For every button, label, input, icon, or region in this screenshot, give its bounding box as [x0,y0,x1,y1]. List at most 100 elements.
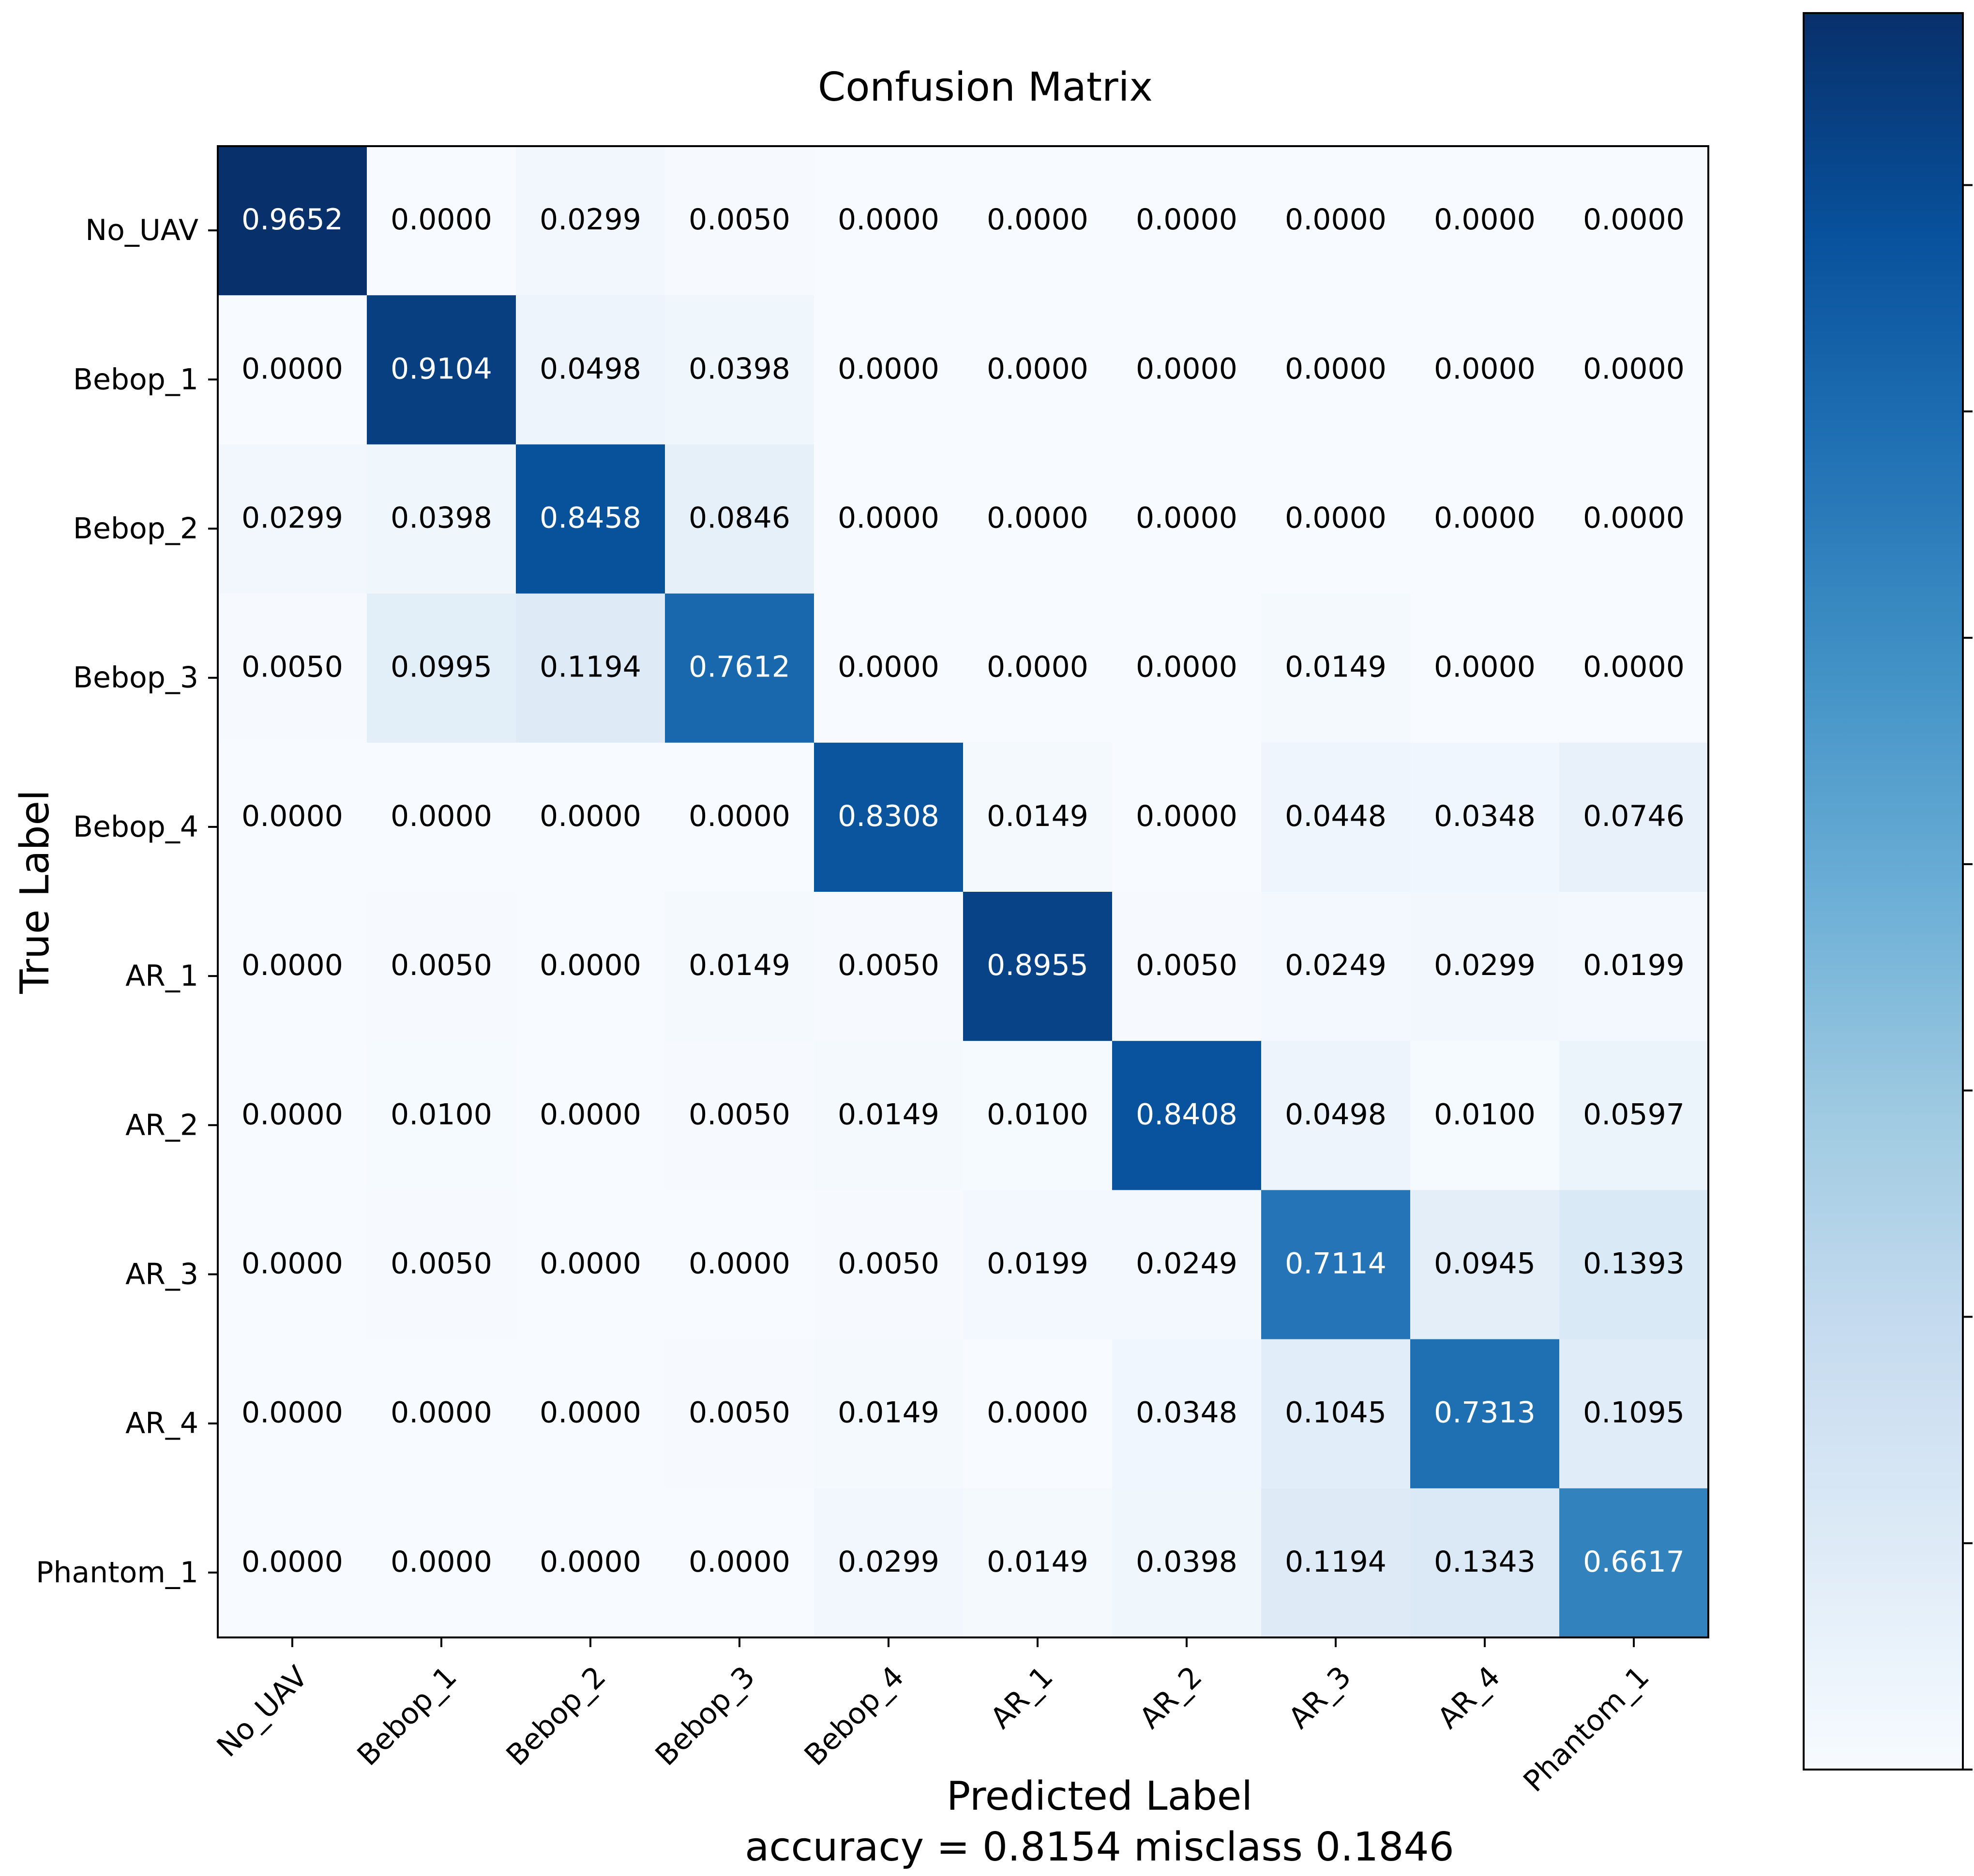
heatmap-cell [665,593,814,743]
x-tick-label: AR_2 [1133,1660,1208,1735]
cell-value: 0.0249 [1285,948,1386,982]
cell-value: 0.0000 [391,799,492,833]
cell-value: 0.0199 [1583,948,1685,982]
cell-value: 0.1393 [1583,1247,1685,1281]
cell-value: 0.0000 [987,650,1088,684]
cell-value: 0.0299 [241,501,343,535]
cell-value: 0.0199 [987,1247,1088,1281]
heatmap-cell [218,146,367,296]
heatmap-cell [1261,1488,1411,1638]
heatmap-cell [814,742,964,892]
y-tick-label: Bebop_3 [73,661,198,695]
cell-value: 0.0000 [391,203,492,237]
cell-value: 0.0000 [838,650,939,684]
cell-value: 0.0597 [1583,1097,1685,1131]
heatmap-cell [516,146,665,296]
y-tick-label: AR_1 [125,959,198,993]
cell-value: 0.0050 [1136,948,1237,982]
heatmap-cell [516,742,665,892]
heatmap-cell [814,295,964,445]
x-tick-label: Bebop_2 [500,1660,613,1772]
heatmap-cell [1112,1041,1262,1190]
cell-value: 0.0348 [1434,799,1536,833]
heatmap-cell [367,1041,516,1190]
heatmap-cell [516,892,665,1041]
cell-value: 0.0000 [838,352,939,386]
heatmap-cell [218,1041,367,1190]
heatmap-cell [1559,1041,1709,1190]
heatmap-cell [963,593,1113,743]
cell-value: 0.0000 [1434,203,1536,237]
cell-value: 0.0000 [987,203,1088,237]
cell-value: 0.0000 [241,1545,343,1579]
cell-value: 0.0000 [1434,501,1536,535]
heatmap-cell [814,1339,964,1489]
cell-value: 0.0149 [689,948,790,982]
cell-value: 0.0000 [1285,352,1386,386]
heatmap-cell [1261,742,1411,892]
heatmap-cell [218,1488,367,1638]
cell-value: 0.0000 [540,948,641,982]
chart-title: Confusion Matrix [818,64,1153,110]
heatmap-cell-labels: 0.9652 0.0000 0.0299 0.0050 0.0000 0.0000 0.00… [241,203,1685,1579]
cell-value: 0.8308 [838,799,939,833]
heatmap-cell [1410,1339,1560,1489]
cell-value: 0.0000 [1434,352,1536,386]
heatmap-cell [1112,1488,1262,1638]
y-axis-ticks: No_UAV Bebop_1 Bebop_2 Bebop_3 Bebop_4 AR_1 AR… [36,213,218,1590]
cell-value: 0.0149 [1285,650,1386,684]
cell-value: 0.0100 [1434,1097,1536,1131]
heatmap-cell [1410,1488,1560,1638]
heatmap-cell [665,146,814,296]
cell-value: 0.0000 [241,1396,343,1430]
colorbar [1803,12,1964,1771]
heatmap-cell [665,742,814,892]
colorbar-ticks: 0255075100125150175 [1963,184,1973,1771]
heatmap-cell [814,1190,964,1340]
heatmap-cell [1410,593,1560,743]
heatmap-cell [1559,742,1709,892]
heatmap-cell [1559,1488,1709,1638]
heatmap-cell [1112,593,1262,743]
cell-value: 0.0149 [987,1545,1088,1579]
heatmap-cell [963,742,1113,892]
heatmap-cell [367,295,516,445]
heatmap-cell [1261,146,1411,296]
heatmap-cell [665,1041,814,1190]
heatmap-cell [1559,1339,1709,1489]
heatmap-cell [516,444,665,594]
cell-value: 0.0000 [1136,352,1237,386]
heatmap-cell [963,1339,1113,1489]
heatmap-cell [814,593,964,743]
cell-value: 0.0000 [689,1247,790,1281]
cell-value: 0.6617 [1583,1545,1685,1579]
heatmap-cell [367,1190,516,1340]
cell-value: 0.0050 [391,948,492,982]
cell-value: 0.1045 [1285,1396,1386,1430]
cell-value: 0.0000 [689,799,790,833]
x-tick-label: Bebop_3 [649,1660,762,1772]
heatmap-cell [1112,892,1262,1041]
cell-value: 0.0000 [391,1545,492,1579]
heatmap-cell [1559,593,1709,743]
heatmap-cells [218,146,1709,1638]
heatmap-cell [1261,295,1411,445]
cell-value: 0.0000 [540,1247,641,1281]
heatmap-cell [665,1488,814,1638]
cell-value: 0.0050 [241,650,343,684]
cell-value: 0.0000 [1136,203,1237,237]
x-tick-label: AR_4 [1431,1660,1507,1735]
cell-value: 0.8955 [987,948,1088,982]
heatmap-cell [1112,742,1262,892]
heatmap-cell [367,892,516,1041]
cell-value: 0.1194 [540,650,641,684]
cell-value: 0.0398 [1136,1545,1237,1579]
heatmap-cell [218,1190,367,1340]
cell-value: 0.0000 [838,501,939,535]
heatmap-frame [217,145,1709,1638]
cell-value: 0.0000 [241,799,343,833]
accuracy-footer: accuracy = 0.8154 misclass 0.1846 [745,1824,1454,1870]
cell-value: 0.0100 [391,1097,492,1131]
heatmap-cell [218,742,367,892]
